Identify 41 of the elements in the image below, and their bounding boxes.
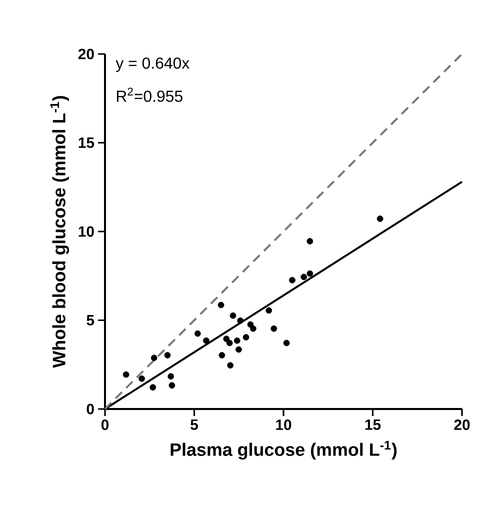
point: [227, 362, 234, 369]
point: [376, 216, 384, 222]
annotation: y = 0.640x: [116, 58, 190, 72]
point: [122, 371, 130, 378]
x-tick-label: 5: [190, 419, 198, 430]
y-tick-label: 20: [78, 48, 94, 60]
point: [306, 270, 314, 277]
point: [236, 346, 242, 353]
x-tick-label: 15: [365, 419, 381, 430]
point: [234, 337, 240, 344]
point: [266, 307, 272, 314]
point: [289, 276, 296, 284]
point: [250, 325, 256, 332]
point: [300, 274, 308, 280]
point: [203, 337, 210, 344]
y-tick-label: 15: [78, 138, 94, 148]
annotation: R$^{2}$=0.955: [116, 88, 182, 102]
point: [168, 382, 176, 389]
point: [226, 340, 233, 346]
point: [194, 330, 201, 337]
x-tick-label: 10: [276, 419, 292, 430]
x-axis-title: Plasma glucose (mmol L$^{-1}$): [170, 440, 397, 460]
point: [242, 334, 250, 340]
point: [168, 373, 174, 380]
point: [150, 384, 156, 391]
point: [164, 352, 171, 358]
x-tick-label: 20: [454, 419, 470, 430]
point: [230, 312, 236, 319]
point: [218, 352, 226, 358]
x-tick-label: 0: [101, 419, 109, 430]
point: [138, 375, 145, 382]
point: [218, 302, 224, 308]
point: [306, 238, 314, 244]
y-tick-label: 10: [78, 226, 94, 237]
point: [237, 317, 244, 324]
point: [270, 325, 278, 332]
point: [150, 354, 158, 362]
point: [283, 340, 290, 346]
y-axis-title: Whole blood glucose (mmol L$^{-1}$): [50, 96, 70, 368]
y-tick-label: 5: [86, 315, 94, 326]
y-tick-label: 0: [86, 404, 94, 414]
